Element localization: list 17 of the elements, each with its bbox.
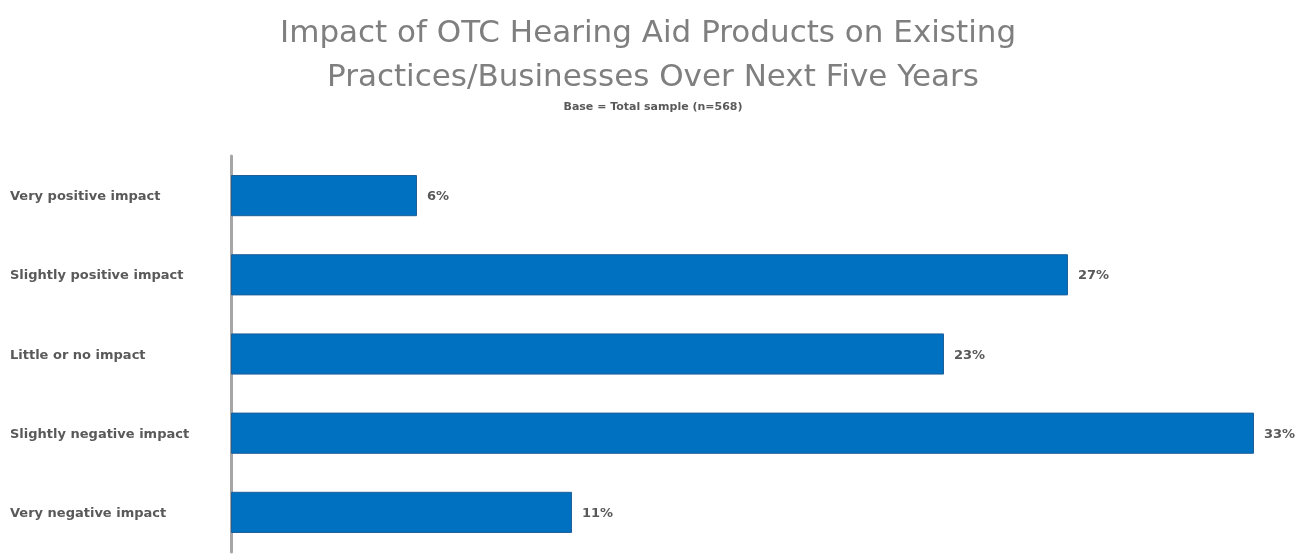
data-label: 6% [427, 188, 450, 204]
bar [231, 333, 944, 375]
y-tick-label: Very negative impact [10, 504, 167, 520]
chart-subtitle: Base = Total sample (n=568) [563, 100, 743, 113]
bar [231, 175, 417, 217]
data-label: 27% [1078, 267, 1110, 283]
data-label: 11% [582, 504, 614, 520]
y-tick-label: Slightly negative impact [10, 425, 190, 441]
bar [231, 254, 1068, 296]
y-tick-label: Slightly positive impact [10, 267, 184, 283]
bar [231, 412, 1254, 454]
y-tick-label: Very positive impact [10, 188, 161, 204]
chart-title: Impact of OTC Hearing Aid Products on Existing Practices/Businesses Over Next Five Years [280, 13, 1026, 93]
y-tick-label: Little or no impact [10, 346, 146, 362]
data-label: 33% [1264, 425, 1296, 441]
bar [231, 491, 572, 533]
data-label: 23% [954, 346, 986, 362]
